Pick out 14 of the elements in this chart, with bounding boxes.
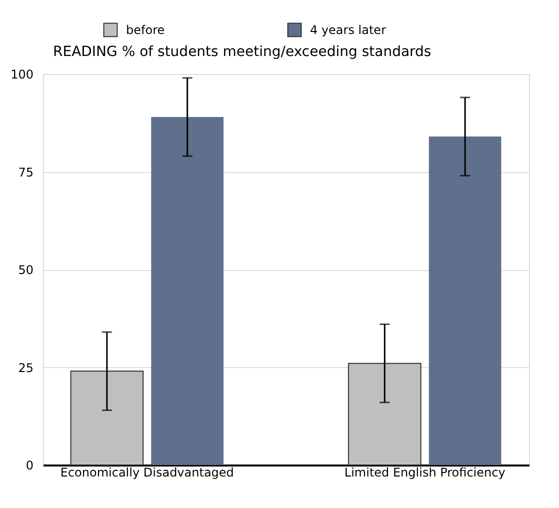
- bar: [348, 362, 422, 466]
- y-tick-label: 0: [26, 458, 34, 472]
- chart-title: READING % of students meeting/exceeding standards: [53, 44, 432, 60]
- y-tick-label: 25: [18, 360, 34, 375]
- legend-label: before: [126, 22, 165, 37]
- y-tick-label: 100: [10, 68, 34, 82]
- bar: [428, 136, 502, 465]
- y-tick-label: 50: [18, 263, 34, 277]
- bar: [151, 117, 224, 465]
- legend-label: 4 years later: [310, 22, 386, 37]
- y-tick-label: 75: [18, 165, 34, 180]
- x-tick-label: Limited English Proficiency: [344, 466, 506, 480]
- bar: [70, 370, 144, 466]
- x-tick-label: Economically Disadvantaged: [60, 466, 234, 480]
